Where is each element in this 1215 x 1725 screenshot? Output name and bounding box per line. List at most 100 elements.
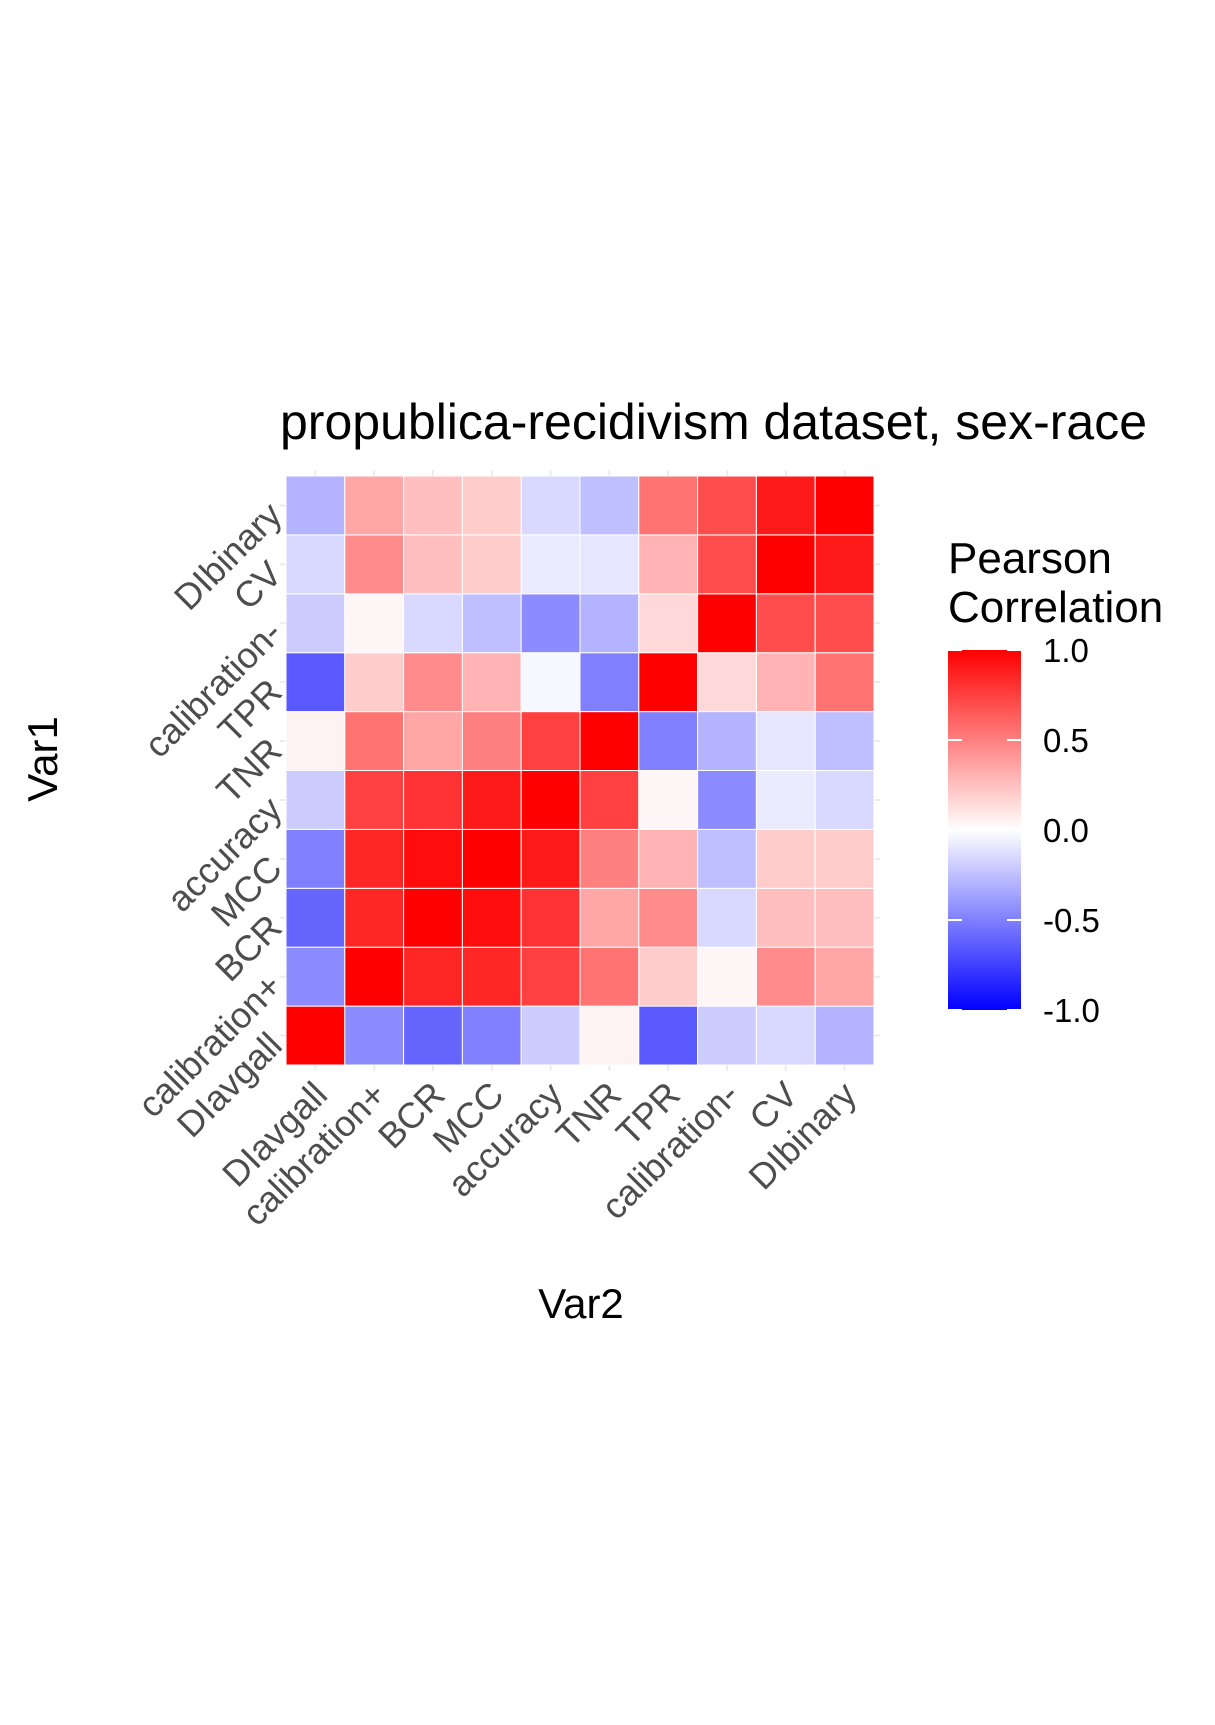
heatmap-cell bbox=[697, 711, 757, 771]
heatmap-cell bbox=[285, 828, 346, 889]
y-tick-label: TNR bbox=[208, 730, 289, 811]
heatmap-cell bbox=[579, 711, 640, 771]
legend-title-line-1: Pearson bbox=[948, 534, 1112, 583]
heatmap-cell bbox=[520, 711, 581, 771]
heatmap-cell bbox=[344, 1005, 405, 1066]
heatmap-cell bbox=[461, 534, 522, 595]
legend-title-line-2: Correlation bbox=[948, 583, 1163, 632]
heatmap-cell bbox=[403, 534, 463, 595]
heatmap-cell bbox=[579, 652, 640, 713]
heatmap-cell bbox=[697, 770, 757, 830]
heatmap-cell bbox=[638, 828, 699, 889]
legend-tick-label: 0.0 bbox=[1043, 812, 1089, 849]
heatmap-cell bbox=[461, 887, 522, 948]
heatmap-cell bbox=[814, 887, 875, 948]
heatmap-cell bbox=[403, 593, 463, 654]
legend-tick-label: 1.0 bbox=[1043, 632, 1089, 669]
heatmap-cell bbox=[638, 1005, 699, 1066]
heatmap-cell bbox=[344, 593, 405, 654]
heatmap-cell bbox=[461, 1005, 522, 1066]
heatmap-cell bbox=[638, 946, 699, 1007]
heatmap-cell bbox=[403, 711, 463, 771]
heatmap-cell bbox=[461, 475, 522, 536]
heatmap-cell bbox=[520, 770, 581, 830]
heatmap-cell bbox=[638, 652, 699, 713]
heatmap-cell bbox=[344, 946, 405, 1007]
heatmap-cell bbox=[638, 887, 699, 948]
heatmap-cell bbox=[461, 652, 522, 713]
heatmap-cell bbox=[579, 770, 640, 830]
heatmap-cell bbox=[403, 828, 463, 889]
heatmap-cell bbox=[638, 534, 699, 595]
heatmap-cell bbox=[520, 1005, 581, 1066]
heatmap-cell bbox=[814, 652, 875, 713]
legend-tick-label: 0.5 bbox=[1043, 722, 1089, 759]
heatmap-cell bbox=[344, 711, 405, 771]
heatmap-cell bbox=[403, 1005, 463, 1066]
heatmap-cell bbox=[285, 652, 346, 713]
heatmap-cell bbox=[579, 828, 640, 889]
color-legend: Pearson Correlation 1.0 0.5 0.0 -0.5 -1.0 bbox=[948, 534, 1163, 1029]
heatmap-cell bbox=[579, 887, 640, 948]
heatmap-cell bbox=[697, 475, 757, 536]
heatmap-cell bbox=[814, 946, 875, 1007]
heatmap-cell bbox=[285, 946, 346, 1007]
heatmap-cell bbox=[755, 711, 816, 771]
heatmap-cell bbox=[697, 946, 757, 1007]
heatmap-cell bbox=[403, 887, 463, 948]
heatmap-cell bbox=[697, 887, 757, 948]
heatmap-cell bbox=[755, 828, 816, 889]
heatmap-cell bbox=[344, 534, 405, 595]
heatmap-cell bbox=[755, 593, 816, 654]
heatmap-cell bbox=[579, 946, 640, 1007]
heatmap-cell bbox=[461, 828, 522, 889]
heatmap-cell bbox=[461, 711, 522, 771]
heatmap-cell bbox=[579, 475, 640, 536]
heatmap-cell bbox=[461, 770, 522, 830]
heatmap-cell bbox=[285, 534, 346, 595]
heatmap-cell bbox=[814, 593, 875, 654]
heatmap-cell bbox=[755, 652, 816, 713]
heatmap-cell bbox=[461, 593, 522, 654]
heatmap-cell bbox=[285, 593, 346, 654]
heatmap-cell bbox=[638, 593, 699, 654]
heatmap-cell bbox=[285, 887, 346, 948]
heatmap-cell bbox=[814, 534, 875, 595]
heatmap-cell bbox=[285, 711, 346, 771]
heatmap-cell bbox=[520, 593, 581, 654]
heatmap-cell bbox=[755, 887, 816, 948]
heatmap-cell bbox=[344, 652, 405, 713]
heatmap-cell bbox=[520, 946, 581, 1007]
heatmap-cell bbox=[638, 475, 699, 536]
x-axis-title: Var2 bbox=[538, 1280, 624, 1327]
heatmap-cell bbox=[285, 770, 346, 830]
x-axis-tick-labels: DIavgallcalibration+BCRMCCaccuracyTNRTPR… bbox=[214, 1074, 864, 1234]
chart-title: propublica-recidivism dataset, sex-race bbox=[280, 394, 1147, 450]
y-axis-tick-labels: DIavgallcalibration+BCRMCCaccuracyTNRTPR… bbox=[130, 494, 290, 1145]
heatmap-cell bbox=[344, 770, 405, 830]
heatmap-cell bbox=[344, 887, 405, 948]
heatmap-cell bbox=[814, 475, 875, 536]
heatmap-cell bbox=[638, 770, 699, 830]
heatmap-cell bbox=[814, 1005, 875, 1066]
legend-tick-label: -0.5 bbox=[1043, 902, 1100, 939]
heatmap-cell bbox=[814, 770, 875, 830]
y-axis-title: Var1 bbox=[19, 716, 66, 802]
heatmap-cell bbox=[403, 770, 463, 830]
legend-tick-label: -1.0 bbox=[1043, 992, 1100, 1029]
heatmap-cell bbox=[520, 534, 581, 595]
heatmap-cell bbox=[814, 828, 875, 889]
heatmap-cell bbox=[461, 946, 522, 1007]
heatmap-cell bbox=[755, 946, 816, 1007]
heatmap-cell bbox=[520, 475, 581, 536]
heatmap-cell bbox=[755, 1005, 816, 1066]
legend-ticks: 1.0 0.5 0.0 -0.5 -1.0 bbox=[948, 632, 1100, 1029]
heatmap-cell bbox=[403, 946, 463, 1007]
heatmap-cell bbox=[755, 770, 816, 830]
heatmap-cell bbox=[403, 475, 463, 536]
heatmap-cell bbox=[697, 828, 757, 889]
heatmap-cell bbox=[520, 652, 581, 713]
heatmap-cell bbox=[755, 534, 816, 595]
heatmap-cell bbox=[344, 475, 405, 536]
